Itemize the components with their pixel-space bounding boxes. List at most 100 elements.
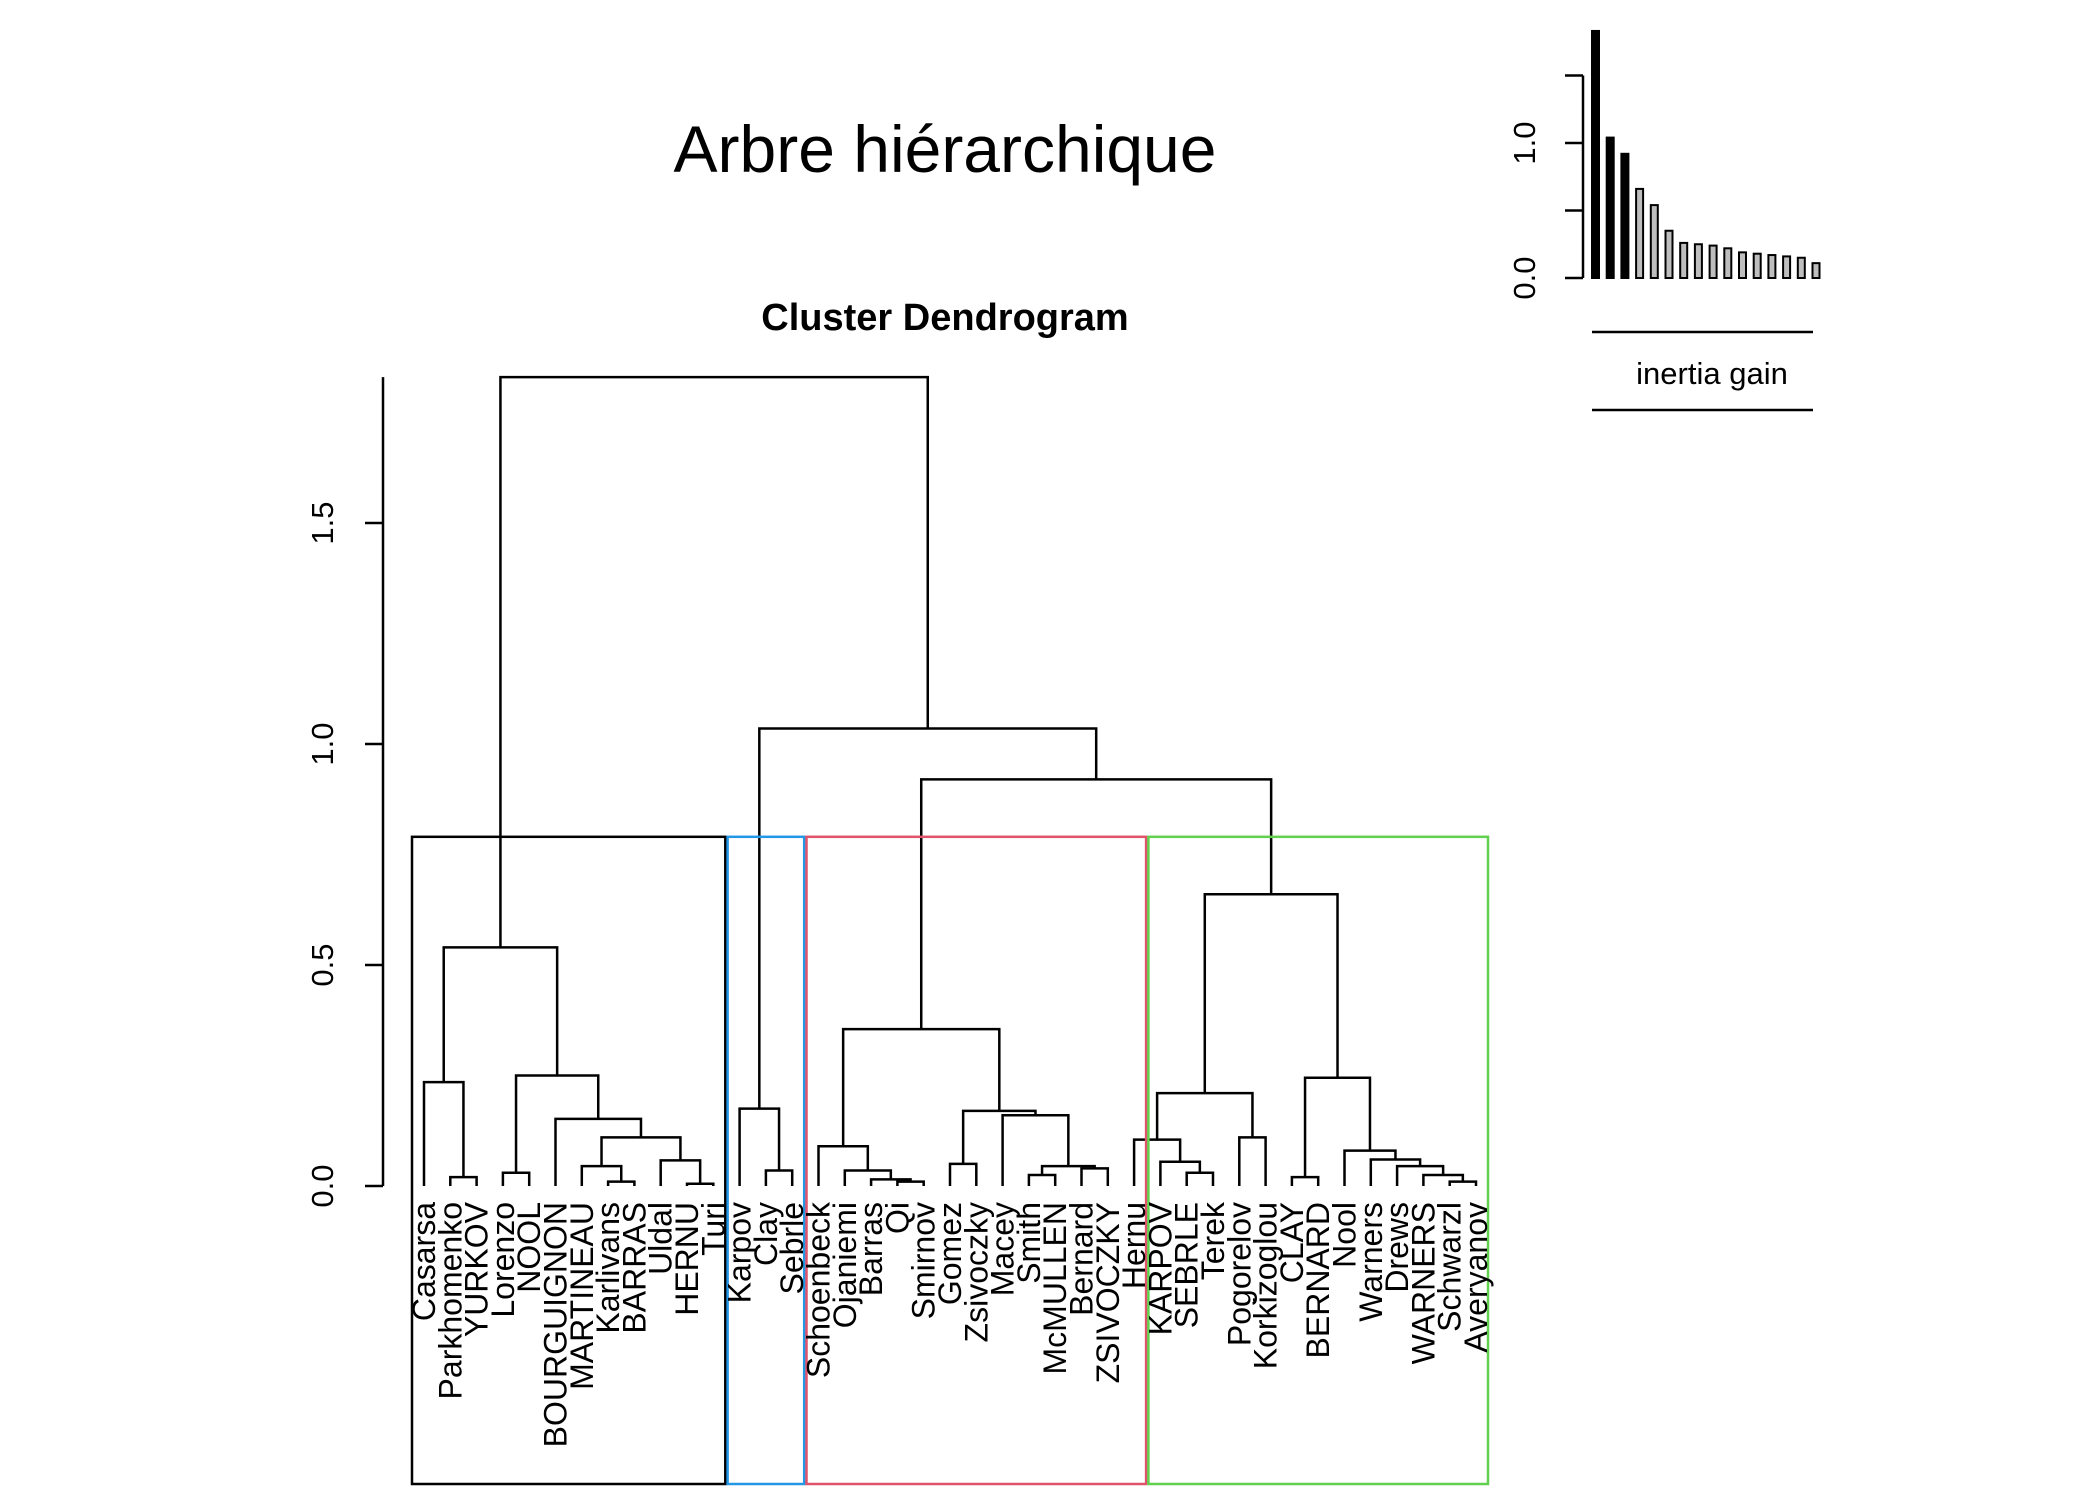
inset-tick-label: 0.0: [1507, 256, 1542, 299]
dendrogram-branch: [758, 727, 1098, 1109]
dendrogram-branch: [1080, 1167, 1110, 1186]
leaf-label: NOOL: [511, 1202, 547, 1293]
inset-bar: [1635, 187, 1645, 279]
inset-bars: [1591, 29, 1821, 280]
inset-bar: [1782, 255, 1792, 279]
inset-bar: [1664, 229, 1674, 279]
leaf-label: Drews: [1379, 1202, 1415, 1293]
dendrogram-branch: [442, 946, 559, 1083]
dendrogram-branch: [1185, 1171, 1215, 1186]
dendrogram-branch: [600, 1136, 682, 1167]
inset-bar: [1752, 252, 1762, 279]
inset-bar: [1738, 251, 1747, 280]
dendrogram-branch: [1238, 1136, 1267, 1186]
inset-label: inertia gain: [1636, 356, 1788, 391]
cluster-boxes: [410, 835, 1490, 1486]
dendrogram-branch: [499, 375, 930, 948]
leaf-label: ZSIVOCZKY: [1090, 1202, 1126, 1383]
leaf-label: Warners: [1353, 1202, 1389, 1322]
dendrogram-branch: [606, 1180, 636, 1186]
leaf-label: HERNU: [669, 1202, 705, 1316]
dendrogram-branch: [449, 1175, 478, 1186]
leaf-label: Terek: [1195, 1201, 1231, 1280]
dendrogram-branch: [1448, 1180, 1478, 1186]
inset-bar: [1679, 241, 1689, 279]
leaf-label: YURKOV: [459, 1201, 495, 1337]
dendrogram-branch: [919, 778, 1273, 1030]
leaf-label: Barras: [853, 1202, 889, 1296]
leaf-label: KARPOV: [1142, 1201, 1178, 1335]
inset-bar: [1796, 256, 1806, 279]
leaf-label: Ojaniemi: [827, 1202, 863, 1328]
inset-bar: [1591, 29, 1600, 280]
leaf-label: SEBRLE: [1169, 1202, 1205, 1328]
inset-tick-label: 1.0: [1507, 121, 1542, 164]
cluster-box: [1147, 835, 1490, 1486]
inset-bar: [1620, 152, 1630, 279]
cluster-box: [410, 835, 727, 1486]
dendrogram-y-axis: 0.0 0.5 1.0 1.5: [305, 377, 385, 1208]
inset-bar: [1693, 243, 1703, 279]
dendrogram-branch: [817, 1144, 870, 1186]
leaf-label: WARNERS: [1405, 1202, 1441, 1364]
dendrogram-branch: [659, 1159, 702, 1186]
leaf-labels: CasarsaParkhomenkoYURKOVLorenzoNOOLBOURG…: [406, 1201, 1494, 1447]
leaf-label: McMULLEN: [1037, 1202, 1073, 1374]
leaf-label: BOURGUIGNON: [538, 1202, 574, 1447]
leaf-label: Averyanov: [1458, 1202, 1494, 1353]
leaf-label: Lorenzo: [485, 1202, 521, 1318]
dendrogram-branch: [501, 1171, 531, 1186]
inset-bar: [1767, 254, 1777, 280]
inset-bar: [1708, 244, 1718, 280]
leaf-label: Karlivans: [590, 1202, 626, 1334]
leaf-label: Hernu: [1116, 1202, 1152, 1289]
dendrogram-branch: [841, 1027, 1001, 1147]
leaf-label: Smith: [1011, 1202, 1047, 1284]
leaf-label: MARTINEAU: [564, 1202, 600, 1390]
cluster-box: [726, 835, 806, 1486]
leaf-label: Uldal: [643, 1202, 679, 1275]
leaf-label: Korkizoglou: [1248, 1202, 1284, 1369]
dendrogram-title: Cluster Dendrogram: [761, 297, 1128, 339]
dendrogram-tree: [422, 375, 1478, 1186]
dendrogram-branch: [422, 1080, 465, 1186]
leaf-label: Schoenbeck: [801, 1201, 837, 1378]
dendrogram-branch: [685, 1182, 715, 1186]
dendrogram-branch: [1027, 1173, 1057, 1186]
leaf-label: Bernard: [1064, 1202, 1100, 1316]
dendrogram-branch: [1203, 893, 1339, 1094]
dendrogram-tick-label: 0.5: [305, 943, 340, 986]
inset-bar: [1605, 136, 1615, 279]
dendrogram-tick-label: 1.0: [305, 722, 340, 765]
leaf-label: Macey: [985, 1202, 1021, 1296]
inset-bar: [1811, 262, 1821, 279]
leaf-label: Gomez: [932, 1202, 968, 1305]
leaf-label: CLAY: [1274, 1202, 1310, 1283]
leaf-label: Clay: [748, 1202, 784, 1266]
dendrogram-branch: [554, 1117, 643, 1186]
dendrogram-tick-label: 0.0: [305, 1164, 340, 1207]
chart-title: Arbre hiérarchique: [674, 112, 1217, 186]
leaf-label: Karpov: [722, 1202, 758, 1303]
leaf-label: BERNARD: [1300, 1202, 1336, 1358]
dendrogram-branch: [764, 1169, 794, 1186]
leaf-label: Zsivoczky: [958, 1202, 994, 1342]
dendrogram-tick-label: 1.5: [305, 501, 340, 544]
dendrogram-branch: [1303, 1076, 1372, 1178]
dendrogram-branch: [896, 1180, 925, 1186]
inset-bar: [1649, 204, 1659, 280]
leaf-label: Turi: [695, 1202, 731, 1256]
dendrogram-branch: [948, 1162, 978, 1186]
leaf-label: Qi: [879, 1202, 915, 1234]
dendrogram-branch: [738, 1107, 781, 1186]
leaf-label: Smirnov: [906, 1202, 942, 1319]
leaf-label: Schwarzl: [1432, 1202, 1468, 1332]
leaf-label: Pogorelov: [1221, 1202, 1257, 1346]
dendrogram-branch: [514, 1074, 600, 1173]
inertia-gain-inset: 0.0 1.0 inertia gain: [1507, 29, 1821, 412]
cluster-box: [805, 835, 1148, 1486]
leaf-label: Casarsa: [406, 1202, 442, 1321]
leaf-label: Nool: [1327, 1202, 1363, 1268]
dendrogram-branch: [1155, 1091, 1254, 1140]
